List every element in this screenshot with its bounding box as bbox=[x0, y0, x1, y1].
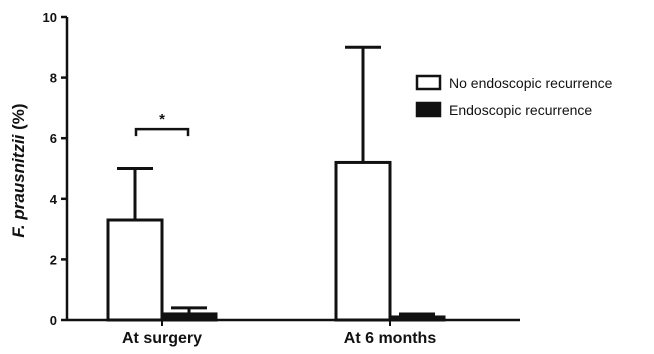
y-tick-label: 10 bbox=[43, 10, 57, 25]
significance-bracket bbox=[134, 127, 190, 137]
bars bbox=[106, 160, 446, 322]
y-axis-label: F. prausnitzii (%) bbox=[9, 103, 28, 237]
y-tick-label: 0 bbox=[50, 313, 57, 328]
bar-recurrence bbox=[388, 315, 446, 322]
annotations: * bbox=[134, 111, 190, 137]
legend-swatch bbox=[415, 101, 442, 118]
y-axis-label-unit: (%) bbox=[9, 103, 28, 134]
y-tick-label: 2 bbox=[50, 252, 57, 267]
y-tick-label: 4 bbox=[50, 192, 58, 207]
bar-recurrence bbox=[160, 312, 218, 322]
error-bars bbox=[117, 45, 435, 317]
y-axis-label-italic: F. prausnitzii bbox=[9, 133, 28, 237]
significance-star: * bbox=[159, 111, 165, 128]
x-category-label: At 6 months bbox=[344, 330, 437, 347]
legend: No endoscopic recurrence Endoscopic recur… bbox=[415, 74, 613, 118]
y-tick-label: 8 bbox=[50, 71, 57, 86]
y-tick-label: 6 bbox=[50, 131, 57, 146]
legend-swatch bbox=[415, 74, 442, 91]
x-category-label: At surgery bbox=[122, 330, 202, 347]
legend-label: Endoscopic recurrence bbox=[449, 102, 592, 118]
axes: 0 2 4 6 8 10 F. prausnitzii (%) At surgery At 6 … bbox=[9, 10, 520, 347]
bar-no-recurrence bbox=[334, 160, 392, 322]
bar-no-recurrence bbox=[106, 218, 164, 322]
legend-label: No endoscopic recurrence bbox=[449, 75, 613, 91]
